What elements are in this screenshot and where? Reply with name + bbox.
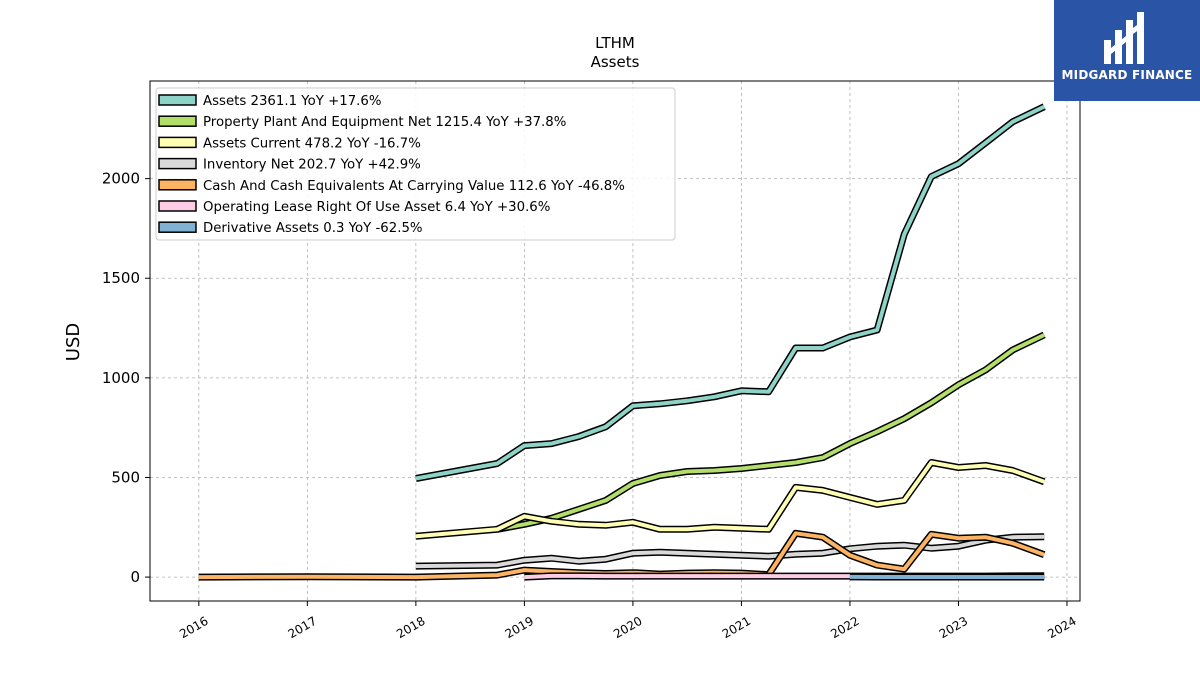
series-assets-current: [415, 459, 1046, 540]
x-axis-ticks: 2016 2017 2018 2019 2020 2021 2022 2023 2024: [177, 601, 1079, 641]
legend-label: Inventory Net 202.7 YoY +42.9%: [203, 158, 421, 173]
x-tick-label: 2020: [611, 614, 644, 641]
chart-subtitle: Assets: [591, 53, 640, 71]
x-tick-label: 2016: [177, 614, 210, 641]
legend-item: Cash And Cash Equivalents At Carrying Va…: [158, 179, 625, 194]
legend-swatch: [158, 115, 197, 127]
series-line: [415, 104, 1046, 481]
legend-label: Assets Current 478.2 YoY -16.7%: [203, 136, 421, 151]
x-tick-label: 2022: [828, 614, 861, 641]
series-line: [496, 333, 1046, 532]
x-tick-label: 2021: [720, 614, 753, 641]
series-assets: [415, 103, 1046, 482]
x-tick-label: 2017: [286, 614, 319, 641]
legend-label: Assets 2361.1 YoY +17.6%: [203, 94, 381, 109]
y-tick-label: 2000: [102, 170, 140, 188]
legend-item: Derivative Assets 0.3 YoY -62.5%: [158, 221, 423, 236]
x-tick-label: 2019: [503, 614, 536, 641]
series-line: [415, 534, 1045, 569]
logo-text: MIDGARD FINANCE: [1061, 68, 1193, 82]
legend-swatch: [158, 221, 197, 233]
series-line: [415, 460, 1045, 539]
legend-label: Derivative Assets 0.3 YoY -62.5%: [203, 221, 423, 236]
legend-swatch: [158, 179, 197, 191]
legend-item: Operating Lease Right Of Use Asset 6.4 Y…: [158, 200, 550, 215]
y-tick-label: 1000: [102, 369, 140, 387]
brand-logo: MIDGARD FINANCE: [1054, 0, 1200, 101]
legend-label: Operating Lease Right Of Use Asset 6.4 Y…: [203, 200, 550, 215]
chart-title: LTHM: [595, 34, 635, 52]
legend-swatch: [158, 157, 197, 170]
plot-area-frame: [149, 80, 1081, 602]
y-axis-label: USD: [63, 323, 84, 361]
series-line-outline: [496, 331, 1046, 533]
legend-item: Assets Current 478.2 YoY -16.7%: [158, 136, 421, 151]
y-tick-label: 0: [130, 568, 140, 586]
legend-label: Cash And Cash Equivalents At Carrying Va…: [203, 179, 625, 194]
y-tick-label: 1500: [102, 269, 140, 287]
x-tick-label: 2024: [1045, 614, 1078, 641]
legend-item: Inventory Net 202.7 YoY +42.9%: [158, 157, 421, 173]
legend-swatch: [158, 94, 197, 106]
legend-item: Property Plant And Equipment Net 1215.4 …: [158, 115, 566, 130]
legend-label: Property Plant And Equipment Net 1215.4 …: [203, 115, 566, 130]
legend: Assets 2361.1 YoY +17.6% Property Plant A…: [155, 87, 676, 241]
series-layer: [198, 103, 1046, 581]
x-tick-label: 2023: [937, 614, 970, 641]
y-tick-label: 500: [111, 468, 140, 486]
legend-swatch: [158, 136, 197, 149]
x-tick-label: 2018: [394, 614, 427, 641]
legend-box: [155, 87, 676, 241]
midgard-logo-icon: [1104, 12, 1144, 64]
y-axis-ticks: 0 500 1000 1500 2000: [102, 170, 150, 586]
series-property-plant-and-equipment-net: [496, 331, 1046, 533]
legend-swatch: [158, 200, 197, 212]
series-inventory-net: [415, 533, 1045, 570]
legend-item: Assets 2361.1 YoY +17.6%: [158, 94, 381, 109]
